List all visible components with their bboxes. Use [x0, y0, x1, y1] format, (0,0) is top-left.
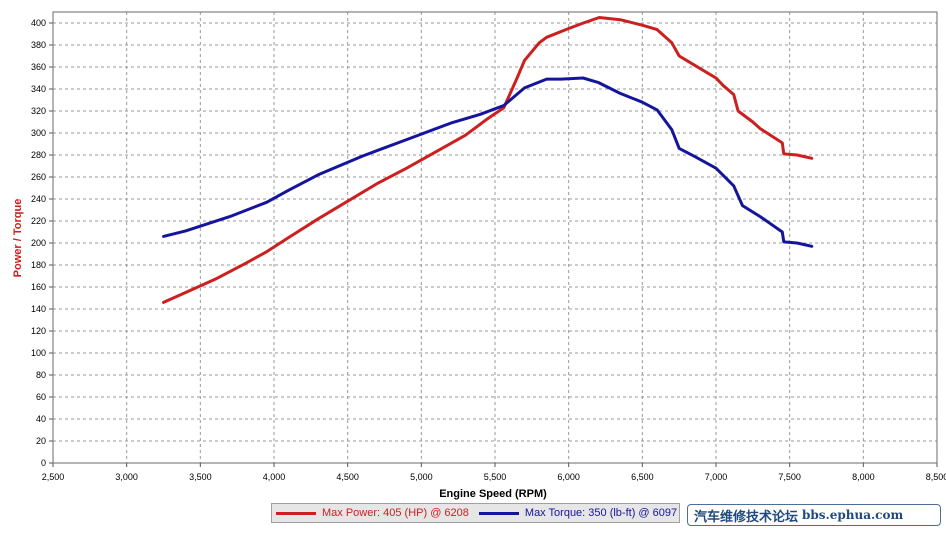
y-axis-ticks: 0 20 40 60 80 100 120 140 160 180 200 220 240 260 280 3…: [31, 18, 53, 468]
y-tick-label: 0: [41, 458, 46, 468]
legend-label-power: Max Power: 405 (HP) @ 6208: [322, 507, 469, 519]
legend-item-torque: Max Torque: 350 (lb-ft) @ 6097: [478, 507, 678, 519]
x-tick-label: 4,500: [336, 472, 359, 482]
x-tick-label: 3,500: [189, 472, 212, 482]
y-tick-label: 20: [36, 436, 46, 446]
series-line-torque: [162, 76, 814, 248]
y-tick-label: 360: [31, 62, 46, 72]
y-tick-label: 60: [36, 392, 46, 402]
y-tick-label: 320: [31, 106, 46, 116]
y-tick-label: 100: [31, 348, 46, 358]
y-tick-label: 120: [31, 326, 46, 336]
y-tick-label: 200: [31, 238, 46, 248]
legend-swatch-power: [276, 511, 316, 515]
plot-area-background: [53, 12, 937, 463]
y-tick-label: 260: [31, 172, 46, 182]
x-axis-label: Engine Speed (RPM): [439, 488, 547, 500]
x-tick-label: 3,000: [115, 472, 138, 482]
legend: Max Power: 405 (HP) @ 6208 Max Torque: 3…: [271, 503, 680, 523]
x-tick-label: 8,000: [852, 472, 875, 482]
watermark-text: 汽车维修技术论坛: [694, 508, 799, 524]
x-tick-label: 5,500: [484, 472, 507, 482]
x-tick-label: 5,000: [410, 472, 433, 482]
y-tick-label: 400: [31, 18, 46, 28]
x-tick-label: 2,500: [42, 472, 65, 482]
watermark-url: bbs.ephua.com: [802, 508, 904, 522]
watermark-badge: 汽车维修技术论坛 bbs.ephua.com: [687, 504, 941, 526]
legend-label-torque: Max Torque: 350 (lb-ft) @ 6097: [524, 507, 678, 519]
x-axis-ticks: 2,500 3,000 3,500 4,000 4,500 5,000 5,500 6,000…: [42, 463, 946, 482]
series-group: [162, 16, 814, 304]
x-tick-label: 7,000: [705, 472, 728, 482]
legend-swatch-torque: [478, 511, 519, 515]
x-tick-label: 4,000: [263, 472, 286, 482]
plot-area-frame: [52, 11, 938, 464]
x-tick-label: 6,500: [631, 472, 654, 482]
y-tick-label: 300: [31, 128, 46, 138]
y-tick-label: 340: [31, 84, 46, 94]
y-tick-label: 40: [36, 414, 46, 424]
y-tick-label: 80: [36, 370, 46, 380]
y-tick-label: 380: [31, 40, 46, 50]
legend-item-power: Max Power: 405 (HP) @ 6208: [276, 507, 469, 519]
x-tick-label: 8,500: [926, 472, 946, 482]
y-tick-label: 160: [31, 282, 46, 292]
series-line-power: [162, 16, 814, 304]
y-axis-label: Power / Torque: [12, 199, 24, 278]
y-tick-label: 220: [31, 216, 46, 226]
y-tick-label: 180: [31, 260, 46, 270]
y-tick-label: 240: [31, 194, 46, 204]
y-tick-label: 280: [31, 150, 46, 160]
y-tick-label: 140: [31, 304, 46, 314]
x-tick-label: 7,500: [778, 472, 801, 482]
x-tick-label: 6,000: [557, 472, 580, 482]
